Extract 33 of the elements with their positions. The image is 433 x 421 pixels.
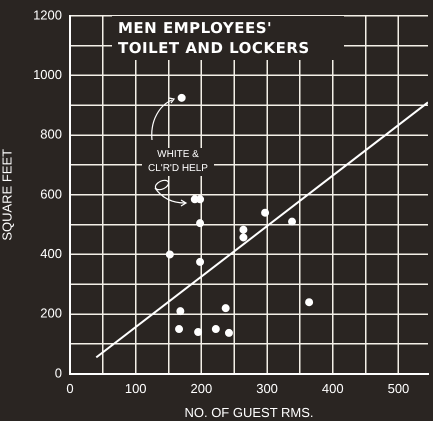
y-tick-label: 400: [40, 246, 62, 262]
x-axis-title: NO. OF GUEST RMS.: [184, 404, 314, 420]
x-tick-label: 0: [66, 381, 74, 396]
x-tick-label: 400: [322, 381, 344, 396]
point: [178, 94, 186, 102]
x-tick-label: 100: [124, 381, 147, 396]
point: [175, 325, 184, 334]
y-tick-label: 800: [40, 126, 62, 142]
point: [196, 195, 204, 204]
y-axis-title: SQUARE FEET: [0, 148, 14, 241]
y-tick-label: 200: [40, 306, 62, 321]
annotation: WHITE & CL'R'D HELP: [142, 148, 214, 176]
point: [194, 328, 202, 336]
point: [261, 208, 270, 217]
point: [239, 233, 248, 242]
point: [196, 219, 204, 228]
point: [222, 304, 230, 312]
point: [224, 328, 233, 337]
point: [239, 226, 248, 234]
y-tick-label: 1200: [33, 7, 62, 22]
point: [212, 325, 220, 334]
point: [196, 258, 204, 266]
y-tick-label: 600: [40, 186, 62, 202]
x-tick-label: 500: [388, 381, 410, 396]
point: [288, 218, 296, 226]
x-tick-label: 300: [256, 381, 278, 396]
x-tick-label: 200: [190, 381, 212, 396]
y-tick-label: 0: [54, 365, 62, 380]
y-tick-label: 1000: [33, 67, 62, 82]
point: [305, 298, 314, 306]
point: [176, 307, 184, 316]
point: [166, 250, 174, 258]
text: MEN EMPLOYEES' TOILET AND LOCKERS: [112, 16, 344, 60]
